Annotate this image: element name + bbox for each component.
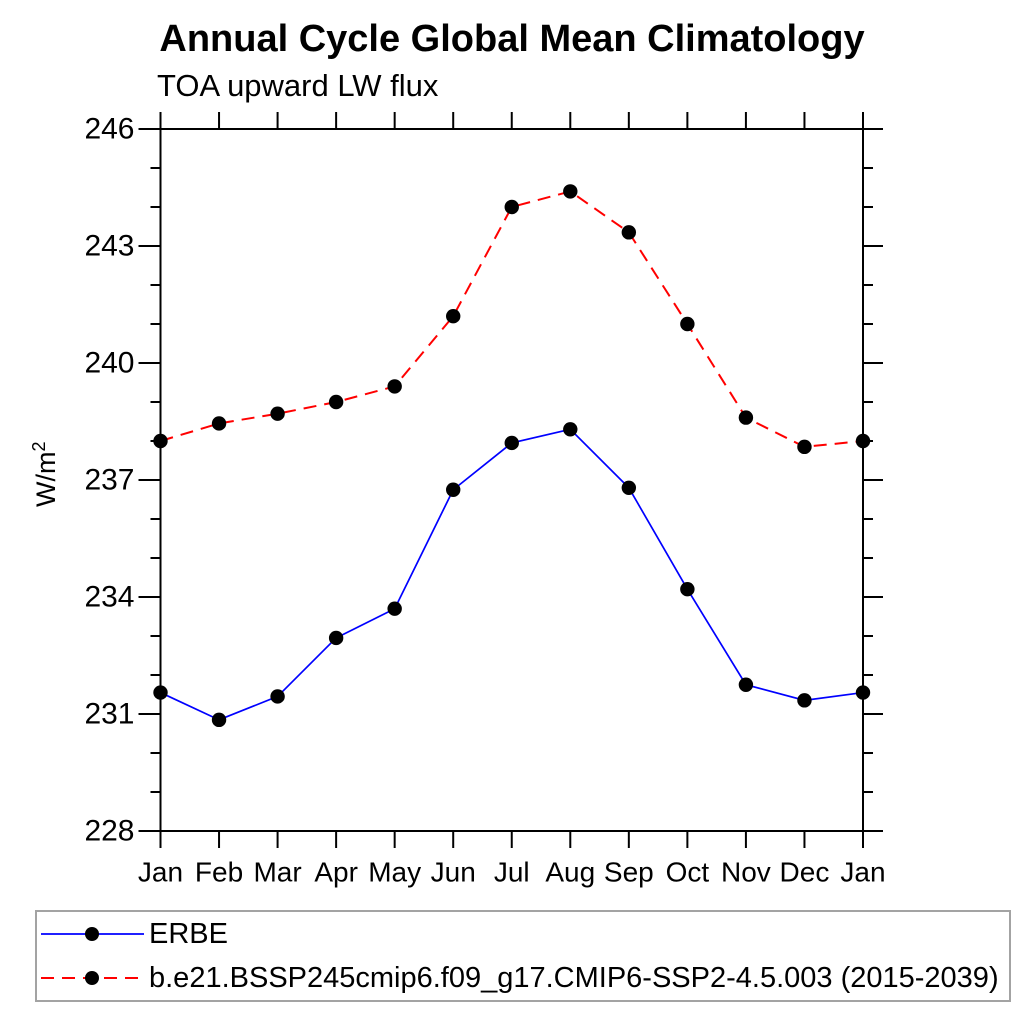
data-point-marker xyxy=(446,482,461,497)
data-point-marker xyxy=(680,582,695,597)
y-tick-label: 237 xyxy=(84,464,134,497)
data-point-marker xyxy=(211,712,227,728)
legend-label-erbe: ERBE xyxy=(149,917,228,950)
data-point-marker xyxy=(738,410,754,425)
data-point-marker xyxy=(680,316,695,332)
y-tick-label: 243 xyxy=(84,230,134,263)
y-tick-label: 231 xyxy=(84,698,134,731)
x-tick-label: Jan xyxy=(840,857,885,888)
data-point-marker xyxy=(504,435,519,451)
data-point-marker xyxy=(563,184,578,199)
x-tick-label: Sep xyxy=(604,857,654,888)
erbe-line-sample-icon xyxy=(41,927,144,941)
data-point-marker xyxy=(621,225,637,240)
x-tick-label: Jul xyxy=(494,857,530,888)
data-point-marker xyxy=(153,685,168,700)
x-tick-label: May xyxy=(368,857,421,888)
data-point-marker xyxy=(387,379,402,394)
data-point-marker xyxy=(328,630,344,646)
y-tick-label: 228 xyxy=(84,815,134,848)
legend-item-erbe: ERBE xyxy=(37,913,1009,956)
data-point-marker xyxy=(738,677,754,692)
legend-box: ERBE b.e21.BSSP245cmip6.f09_g17.CMIP6-SS… xyxy=(35,910,1011,1002)
x-tick-label: Aug xyxy=(545,857,595,888)
x-tick-label: Oct xyxy=(666,857,710,888)
data-point-marker xyxy=(387,601,402,616)
y-tick-label: 246 xyxy=(84,113,134,146)
x-tick-label: Feb xyxy=(195,857,243,888)
data-point-marker xyxy=(211,416,227,431)
x-tick-label: Nov xyxy=(721,857,771,888)
data-point-marker xyxy=(563,422,578,437)
x-tick-label: Dec xyxy=(780,857,830,888)
data-point-marker xyxy=(328,394,344,410)
chart-subtitle: TOA upward LW flux xyxy=(157,68,439,103)
data-point-marker xyxy=(855,433,871,449)
y-tick-label: 234 xyxy=(84,581,134,614)
data-point-marker xyxy=(797,439,812,455)
y-tick-label: 240 xyxy=(84,347,134,380)
legend-item-model: b.e21.BSSP245cmip6.f09_g17.CMIP6-SSP2-4.… xyxy=(37,957,1009,1000)
series-line-1 xyxy=(160,190,864,448)
data-point-marker xyxy=(855,685,871,700)
data-point-marker xyxy=(270,406,285,421)
chart-title: Annual Cycle Global Mean Climatology xyxy=(159,18,865,60)
legend-label-model: b.e21.BSSP245cmip6.f09_g17.CMIP6-SSP2-4.… xyxy=(149,961,999,994)
x-tick-label: Apr xyxy=(314,857,358,888)
data-point-marker xyxy=(797,693,812,708)
series-line-0 xyxy=(160,428,864,721)
axes-box xyxy=(159,128,864,832)
x-tick-label: Jan xyxy=(138,857,183,888)
x-tick-label: Jun xyxy=(431,857,476,888)
data-point-marker xyxy=(504,199,519,215)
data-point-marker xyxy=(270,689,285,704)
data-point-marker xyxy=(621,480,637,495)
data-point-marker xyxy=(153,433,168,449)
data-point-marker xyxy=(446,309,461,324)
x-tick-label: Mar xyxy=(253,857,301,888)
model-line-sample-icon xyxy=(41,971,144,985)
